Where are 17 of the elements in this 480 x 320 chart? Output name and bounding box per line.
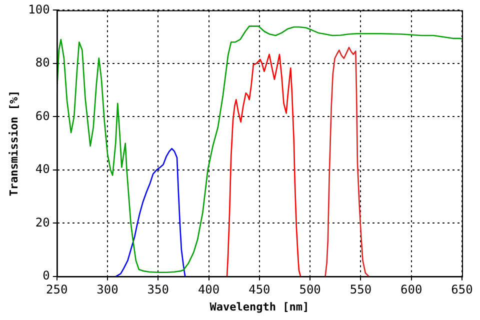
x-tick-label: 600 (400, 282, 422, 297)
y-tick-label: 40 (35, 162, 50, 176)
x-axis-title: Wavelength [nm] (210, 300, 310, 314)
y-tick-label: 60 (35, 108, 50, 123)
y-tick-label: 80 (35, 56, 50, 70)
y-tick-label: 20 (35, 215, 50, 230)
x-tick-label: 350 (147, 282, 169, 297)
x-tick-label: 400 (198, 282, 220, 297)
x-tick-label: 250 (46, 282, 68, 297)
x-tick-label: 550 (350, 282, 372, 297)
x-tick-label: 650 (451, 282, 473, 297)
x-tick-label: 450 (248, 282, 270, 297)
y-tick-label: 100 (28, 2, 50, 16)
y-tick-label: 0 (42, 268, 50, 283)
y-axis-title: Transmission [%] (7, 90, 20, 196)
x-tick-label: 300 (96, 282, 118, 297)
x-tick-label: 500 (299, 282, 321, 297)
